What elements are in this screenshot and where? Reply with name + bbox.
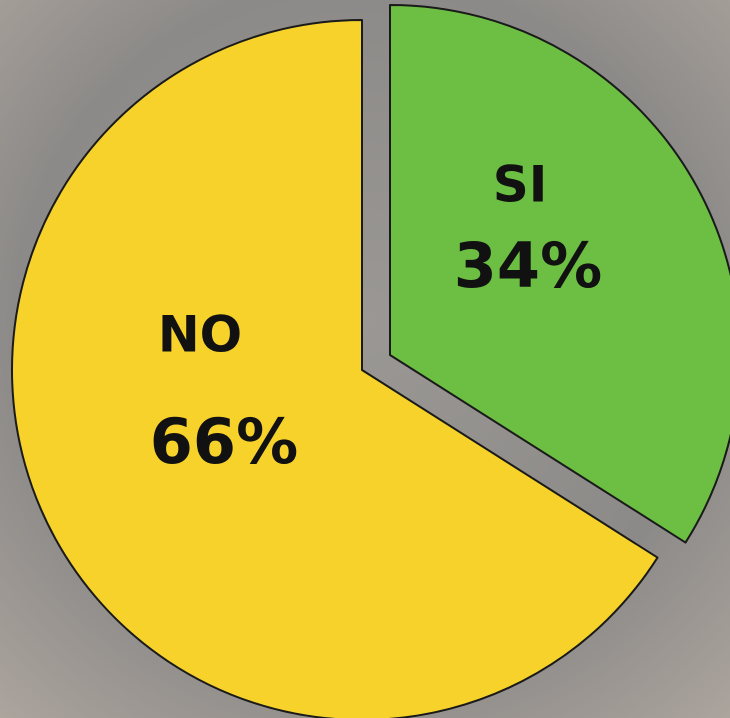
slice-value-label: 66%	[150, 405, 298, 478]
pie-slice	[11, 19, 659, 718]
pie-slice	[389, 4, 730, 544]
slice-name: NO	[158, 306, 242, 364]
slice-name: SI	[493, 156, 548, 214]
slice-value-label: 34%	[454, 229, 602, 302]
